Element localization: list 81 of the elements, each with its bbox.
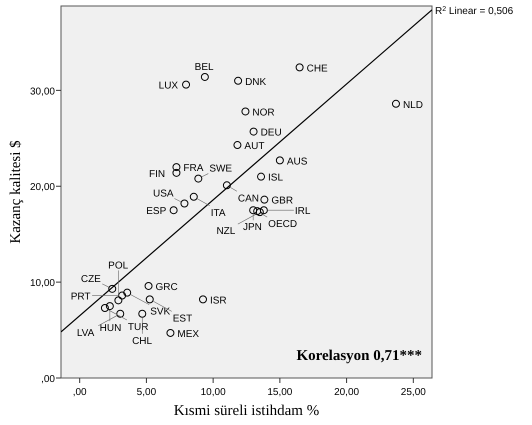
annotation: JPN [242, 222, 262, 234]
annotation: AUS [286, 156, 308, 168]
point [182, 80, 190, 89]
point [100, 304, 109, 312]
annotation: NLD [402, 100, 423, 111]
point [249, 206, 258, 214]
y-tick-label: 20,00 [30, 182, 56, 194]
y-tick-label: ,00 [41, 374, 56, 385]
annotation: CZE [80, 274, 102, 285]
annotation: ISL [268, 172, 284, 184]
annotation: SVK [150, 306, 171, 318]
point [106, 302, 114, 310]
point [222, 181, 231, 190]
point [138, 310, 146, 318]
point [118, 292, 126, 300]
point [194, 174, 202, 183]
point [190, 192, 198, 201]
point [170, 206, 178, 214]
point [257, 172, 266, 181]
annotation: CHL [132, 336, 153, 347]
annotation: FIN [149, 168, 166, 180]
point [276, 156, 284, 164]
point [172, 168, 180, 177]
annotation: BEL [194, 62, 214, 73]
point [256, 208, 264, 216]
point [180, 200, 188, 208]
annotation: NZL [216, 226, 236, 238]
annotation: USA [153, 188, 174, 200]
annotation: HUN [100, 323, 122, 334]
point [250, 128, 258, 136]
annotation: IRL [294, 206, 311, 218]
x-tick-label: ,00 [72, 387, 88, 398]
x-tick-label: 25,00 [400, 387, 426, 398]
point [260, 196, 268, 204]
y-axis-title: Kazanç kalitesi $ [8, 140, 24, 244]
annotation: OECD [268, 219, 298, 230]
annotation: AUT [244, 141, 264, 152]
annotation: LUX [158, 80, 178, 92]
point [241, 107, 250, 116]
point [296, 63, 304, 72]
annotation: R$^{2}$ Linear = 0,506 [435, 5, 514, 17]
point [198, 295, 207, 304]
point [392, 100, 400, 108]
point [146, 295, 154, 304]
point [260, 206, 268, 214]
annotation: POL [108, 260, 129, 272]
annotation: Korelasyon 0,71*** [296, 348, 422, 364]
point [166, 328, 174, 337]
point [123, 288, 132, 297]
annotation: SWE [209, 164, 232, 175]
x-tick-label: 15,00 [267, 387, 293, 398]
annotation: DEU [260, 128, 282, 139]
point [234, 76, 242, 85]
annotation: FRA [183, 163, 204, 174]
annotation: NOR [252, 107, 275, 118]
y-tick-label: 30,00 [30, 86, 56, 98]
x-tick-label: 10,00 [200, 387, 226, 398]
point [116, 310, 124, 318]
annotation: GBR [271, 196, 294, 207]
annotation: ISR [210, 295, 227, 306]
point [108, 284, 116, 293]
point [114, 296, 122, 304]
point [253, 207, 262, 216]
annotation: CHE [306, 63, 328, 74]
annotation: ESP [146, 206, 167, 218]
point [172, 163, 180, 172]
point [200, 72, 209, 81]
annotation: LVA [76, 328, 95, 339]
point [233, 141, 242, 150]
x-axis-title: Kısmi süreli istihdam % [174, 403, 320, 419]
point [144, 282, 153, 290]
annotation: MEX [177, 328, 200, 340]
annotation: GRC [156, 282, 178, 293]
annotation: DNK [245, 76, 267, 88]
annotation: PRT [70, 292, 91, 303]
x-tick-label: 5,00 [136, 387, 157, 398]
y-tick-label: 10,00 [30, 278, 56, 290]
annotation: CAN [238, 193, 260, 204]
annotation: EST [172, 313, 192, 324]
annotation: ITA [210, 208, 226, 219]
x-tick-label: 20,00 [334, 387, 360, 398]
